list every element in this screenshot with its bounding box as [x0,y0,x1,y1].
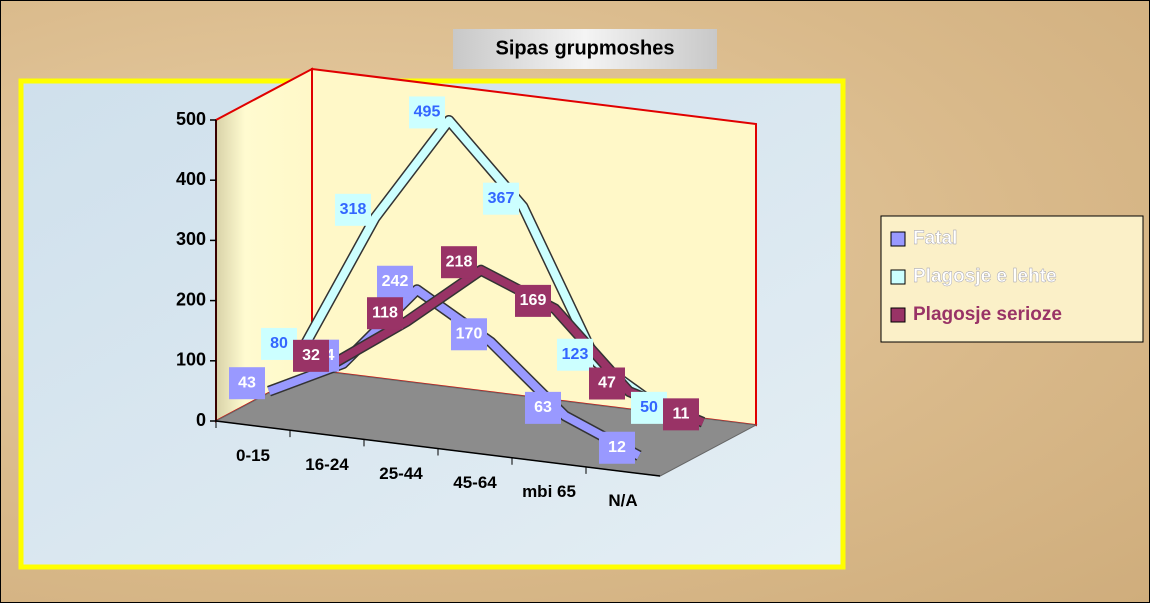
data-label-box [335,193,371,226]
legend-swatch [890,231,906,247]
data-label: 63 [534,399,552,416]
title-box [453,29,717,69]
y-tick-label: 100 [176,350,206,370]
data-label-box [367,297,403,330]
data-label-box [525,391,561,424]
data-label-box [515,284,551,317]
data-label-box [451,318,487,351]
y-tick-label: 0 [196,410,206,430]
x-tick-label: 0-15 [235,445,271,465]
data-label-box [557,338,593,371]
legend-label: Fatal [913,228,957,249]
data-label: 318 [340,201,367,218]
data-label: 11 [673,406,690,423]
data-label-box [261,327,297,360]
y-tick-label: 400 [176,169,206,189]
data-label-box [589,367,625,400]
data-label-box [631,391,667,424]
back-wall [311,67,757,427]
data-label-box [377,265,413,298]
y-tick-label: 500 [176,109,206,129]
x-tick-label: mbi 65 [522,482,576,502]
data-label: 50 [640,399,658,416]
chart-title: Sipas grupmoshes [496,37,675,59]
x-tick-label: N/A [608,491,638,511]
x-tick-label: 45-64 [453,473,497,493]
x-tick-label: 25-44 [379,463,423,483]
data-label: 32 [302,347,320,364]
data-label: 242 [382,273,409,290]
data-label: 12 [608,439,626,456]
legend-swatch [890,269,906,285]
data-label: 118 [372,304,398,321]
y-tick-label: 200 [176,289,206,309]
legend-box [880,215,1144,343]
x-tick-label: 16-24 [305,454,349,474]
legend-swatch [890,307,906,323]
data-label: 367 [488,190,515,207]
data-label: 495 [414,104,441,121]
data-label: 170 [456,325,483,342]
data-label: 47 [598,375,616,392]
data-label: 169 [520,292,547,309]
data-label-box [483,182,519,215]
data-label-box [441,246,477,279]
data-label: 123 [562,346,589,363]
data-label-box [229,367,265,400]
data-label-box [409,96,445,129]
y-tick-label: 300 [176,229,206,249]
data-label: 218 [446,253,473,270]
data-label-box [293,339,329,372]
legend-label: Plagosje serioze [913,304,1062,325]
legend-label: Plagosje e lehte [913,266,1057,287]
data-label-box [599,431,635,464]
data-label: 80 [270,335,288,352]
data-label-box [663,398,699,431]
data-label: 43 [238,374,256,391]
